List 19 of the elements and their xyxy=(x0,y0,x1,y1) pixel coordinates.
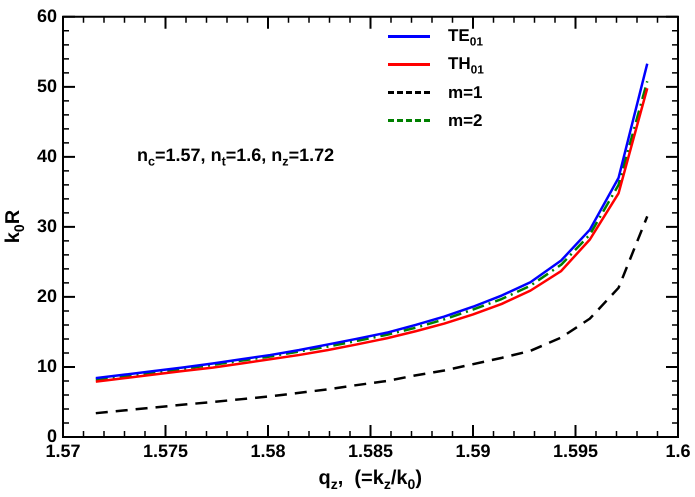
x-tick-label: 1.59 xyxy=(455,440,491,461)
legend-label: TH$_{01}$ xyxy=(448,54,484,76)
legend-label: TE$_{01}$ xyxy=(448,26,483,48)
legend-label: m=1 xyxy=(448,82,482,103)
x-tick-label: 1.6 xyxy=(665,440,691,461)
y-tick-label: 30 xyxy=(36,216,57,236)
x-axis-title: q$_{z}$, (=k$_{z}$/k$_{0}$) xyxy=(318,467,422,492)
x-tick-label: 1.595 xyxy=(552,440,598,461)
y-tick-label: 0 xyxy=(46,426,57,446)
legend-label: m=2 xyxy=(448,110,482,131)
x-tick-label: 1.585 xyxy=(348,440,394,461)
y-tick-label: 50 xyxy=(36,76,57,96)
y-tick-label: 10 xyxy=(36,356,57,376)
x-tick-label: 1.58 xyxy=(250,440,286,461)
annotation: n$_{c}$=1.57, n$_{t}$=1.6, n$_{z}$=1.72 xyxy=(137,144,334,168)
y-tick-label: 60 xyxy=(36,6,57,26)
y-tick-label: 20 xyxy=(36,286,57,306)
x-tick-label: 1.575 xyxy=(142,440,188,461)
y-tick-label: 40 xyxy=(36,146,57,166)
